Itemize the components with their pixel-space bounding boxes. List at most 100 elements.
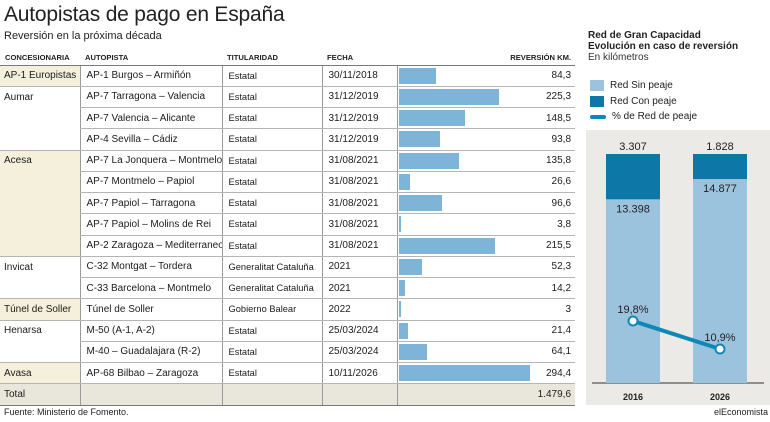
cell-concesionaria: AP-1 Europistas bbox=[0, 65, 80, 86]
cell-concesionaria: Aumar bbox=[0, 86, 80, 107]
reversion-bar bbox=[399, 110, 465, 126]
cell-concesionaria bbox=[0, 108, 80, 129]
total-empty-cell bbox=[222, 384, 322, 405]
cell-reversion-km: 3,8 bbox=[535, 214, 575, 235]
table-row: AcesaAP-7 La Jonquera – MontmeloEstatal3… bbox=[0, 150, 575, 171]
reversion-bar bbox=[399, 238, 495, 254]
cell-autopista: M-40 – Guadalajara (R-2) bbox=[80, 341, 222, 362]
cell-titularidad: Estatal bbox=[222, 193, 322, 214]
cell-autopista: C-32 Montgat – Tordera bbox=[80, 256, 222, 277]
column-header-reversion-km: REVERSIÓN KM. bbox=[397, 49, 575, 65]
x-tick-2016: 2016 bbox=[623, 392, 643, 402]
cell-titularidad: Estatal bbox=[222, 341, 322, 362]
reversion-bar bbox=[399, 195, 442, 211]
total-empty-cell bbox=[80, 384, 222, 405]
cell-fecha: 31/08/2021 bbox=[322, 235, 397, 256]
cell-autopista: AP-68 Bilbao – Zaragoza bbox=[80, 363, 222, 384]
cell-reversion-km: 225,3 bbox=[535, 86, 575, 107]
table-row: AumarAP-7 Tarragona – ValenciaEstatal31/… bbox=[0, 86, 575, 107]
cell-concesionaria: Invicat bbox=[0, 256, 80, 277]
label-con-peaje-2026: 1.828 bbox=[706, 141, 734, 153]
cell-reversion-bar bbox=[397, 256, 535, 277]
cell-reversion-bar bbox=[397, 363, 535, 384]
label-con-peaje-2016: 3.307 bbox=[619, 141, 647, 153]
cell-concesionaria bbox=[0, 214, 80, 235]
pct-label-2016: 19,8% bbox=[617, 304, 648, 316]
cell-titularidad: Estatal bbox=[222, 108, 322, 129]
reversion-bar bbox=[399, 131, 441, 147]
table-row: AP-2 Zaragoza – MediterraneoEstatal31/08… bbox=[0, 235, 575, 256]
total-label: Total bbox=[0, 384, 80, 405]
cell-fecha: 31/08/2021 bbox=[322, 171, 397, 192]
cell-reversion-bar bbox=[397, 214, 535, 235]
cell-concesionaria: Túnel de Soller bbox=[0, 299, 80, 320]
cell-fecha: 31/12/2019 bbox=[322, 108, 397, 129]
cell-reversion-bar bbox=[397, 341, 535, 362]
reversion-bar bbox=[399, 68, 437, 84]
cell-reversion-bar bbox=[397, 171, 535, 192]
table-header-row: CONCESIONARIA AUTOPISTA TITULARIDAD FECH… bbox=[0, 49, 575, 65]
bar-con-peaje-2016 bbox=[606, 154, 660, 199]
cell-autopista: AP-7 Papiol – Tarragona bbox=[80, 193, 222, 214]
cell-titularidad: Generalitat Cataluña bbox=[222, 278, 322, 299]
cell-titularidad: Estatal bbox=[222, 363, 322, 384]
cell-concesionaria bbox=[0, 278, 80, 299]
right-panel: Red de Gran Capacidad Evolución en caso … bbox=[586, 0, 770, 405]
legend-line-pct bbox=[590, 115, 606, 119]
cell-titularidad: Estatal bbox=[222, 129, 322, 150]
cell-reversion-km: 148,5 bbox=[535, 108, 575, 129]
table-row: C-33 Barcelona – MontmeloGeneralitat Cat… bbox=[0, 278, 575, 299]
table-row: InvicatC-32 Montgat – TorderaGeneralitat… bbox=[0, 256, 575, 277]
table-row: AP-4 Sevilla – CádizEstatal31/12/201993,… bbox=[0, 129, 575, 150]
cell-reversion-km: 64,1 bbox=[535, 341, 575, 362]
legend-label-pct: % de Red de peaje bbox=[612, 111, 697, 122]
label-sin-peaje-2016: 13.398 bbox=[616, 203, 650, 215]
cell-concesionaria: Acesa bbox=[0, 150, 80, 171]
reversion-bar bbox=[399, 174, 411, 190]
cell-concesionaria bbox=[0, 341, 80, 362]
cell-autopista: M-50 (A-1, A-2) bbox=[80, 320, 222, 341]
cell-fecha: 30/11/2018 bbox=[322, 65, 397, 86]
pct-point-2026 bbox=[716, 345, 725, 354]
cell-reversion-bar bbox=[397, 150, 535, 171]
page-title: Autopistas de pago en España bbox=[4, 3, 284, 27]
right-chart-units: En kilómetros bbox=[588, 52, 649, 63]
cell-titularidad: Estatal bbox=[222, 235, 322, 256]
bar-sin-peaje-2016 bbox=[606, 199, 660, 383]
legend-swatch-con-peaje bbox=[590, 96, 604, 107]
cell-reversion-km: 96,6 bbox=[535, 193, 575, 214]
table-row: AP-1 EuropistasAP-1 Burgos – ArmiñónEsta… bbox=[0, 65, 575, 86]
cell-titularidad: Estatal bbox=[222, 150, 322, 171]
cell-autopista: AP-7 La Jonquera – Montmelo bbox=[80, 150, 222, 171]
cell-autopista: AP-7 Valencia – Alicante bbox=[80, 108, 222, 129]
column-header-titularidad: TITULARIDAD bbox=[222, 49, 322, 65]
cell-reversion-bar bbox=[397, 108, 535, 129]
cell-reversion-km: 93,8 bbox=[535, 129, 575, 150]
table-row: M-40 – Guadalajara (R-2)Estatal25/03/202… bbox=[0, 341, 575, 362]
legend-swatch-sin-peaje bbox=[590, 80, 604, 91]
legend-label-sin-peaje: Red Sin peaje bbox=[610, 80, 673, 91]
cell-reversion-km: 26,6 bbox=[535, 171, 575, 192]
cell-concesionaria: Avasa bbox=[0, 363, 80, 384]
stacked-bar-chart: 3.30713.39820161.82814.877202619,8%10,9% bbox=[586, 130, 770, 405]
cell-concesionaria bbox=[0, 129, 80, 150]
cell-concesionaria bbox=[0, 235, 80, 256]
cell-reversion-km: 3 bbox=[535, 299, 575, 320]
toll-roads-table: CONCESIONARIA AUTOPISTA TITULARIDAD FECH… bbox=[0, 49, 575, 406]
table-row: AvasaAP-68 Bilbao – ZaragozaEstatal10/11… bbox=[0, 363, 575, 384]
cell-autopista: C-33 Barcelona – Montmelo bbox=[80, 278, 222, 299]
legend-item-con-peaje: Red Con peaje bbox=[590, 96, 677, 107]
reversion-bar bbox=[399, 344, 428, 360]
cell-fecha: 10/11/2026 bbox=[322, 363, 397, 384]
cell-fecha: 2021 bbox=[322, 278, 397, 299]
cell-reversion-km: 84,3 bbox=[535, 65, 575, 86]
cell-reversion-km: 14,2 bbox=[535, 278, 575, 299]
page-subtitle: Reversión en la próxima década bbox=[4, 30, 162, 42]
cell-fecha: 2021 bbox=[322, 256, 397, 277]
reversion-bar bbox=[399, 89, 500, 105]
cell-autopista: AP-2 Zaragoza – Mediterraneo bbox=[80, 235, 222, 256]
cell-titularidad: Generalitat Cataluña bbox=[222, 256, 322, 277]
cell-autopista: AP-4 Sevilla – Cádiz bbox=[80, 129, 222, 150]
total-value: 1.479,6 bbox=[397, 384, 575, 405]
cell-titularidad: Estatal bbox=[222, 320, 322, 341]
